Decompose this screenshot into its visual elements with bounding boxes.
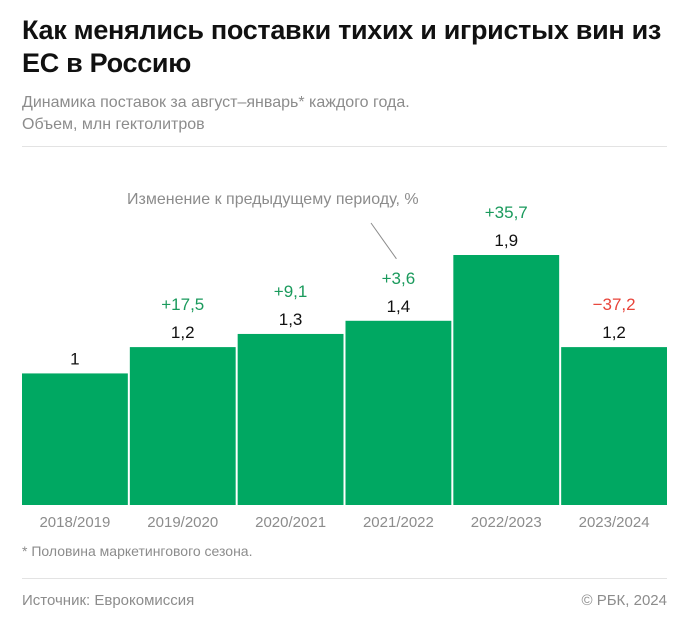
tick-label-2018/2019: 2018/2019 (39, 514, 110, 531)
change-label-2022/2023: +35,7 (485, 203, 528, 222)
annotation-layer: Изменение к предыдущему периоду, % (127, 191, 419, 260)
tick-label-2021/2022: 2021/2022 (363, 514, 434, 531)
bottom-divider (22, 578, 667, 579)
chart-title: Как менялись поставки тихих и игристых в… (22, 15, 661, 78)
bar-2021/2022 (345, 320, 452, 505)
tick-label-2020/2021: 2020/2021 (255, 514, 326, 531)
source-note: Источник: Еврокомиссия (22, 592, 195, 609)
bar-chart: 1 2018/2019 1,2 +17,5 2019/2020 1,3 +9,1 2020/2… (22, 191, 667, 531)
change-label-2020/2021: +9,1 (274, 282, 308, 301)
change-label-2021/2022: +3,6 (382, 269, 416, 288)
bar-2022/2023 (453, 255, 560, 505)
value-label-2018/2019: 1 (70, 349, 79, 368)
annotation-leader-line (370, 222, 397, 260)
annotation-text: Изменение к предыдущему периоду, % (127, 191, 419, 208)
value-label-2021/2022: 1,4 (387, 297, 411, 316)
value-label-2019/2020: 1,2 (171, 323, 195, 342)
subtitle-line-1: Динамика поставок за август–январь* кажд… (22, 94, 410, 111)
labels-layer: 1 2018/2019 1,2 +17,5 2019/2020 1,3 +9,1 2020/2… (39, 203, 649, 531)
bars-layer (22, 255, 667, 505)
bar-2019/2020 (129, 347, 236, 505)
top-divider (22, 146, 667, 147)
bar-2020/2021 (237, 333, 344, 505)
copyright-note: © РБК, 2024 (581, 592, 667, 609)
tick-label-2023/2024: 2023/2024 (579, 514, 650, 531)
value-label-2020/2021: 1,3 (279, 310, 303, 329)
change-label-2019/2020: +17,5 (161, 295, 204, 314)
change-label-2023/2024: −37,2 (593, 295, 636, 314)
bar-2018/2019 (22, 373, 128, 505)
bar-2023/2024 (561, 347, 667, 505)
tick-label-2022/2023: 2022/2023 (471, 514, 542, 531)
footnote: * Половина маркетингового сезона. (22, 543, 253, 559)
subtitle-line-2: Объем, млн гектолитров (22, 116, 205, 133)
value-label-2022/2023: 1,9 (494, 231, 518, 250)
tick-label-2019/2020: 2019/2020 (147, 514, 218, 531)
chart-subtitle: Динамика поставок за август–январь* кажд… (22, 92, 672, 136)
value-label-2023/2024: 1,2 (602, 323, 626, 342)
